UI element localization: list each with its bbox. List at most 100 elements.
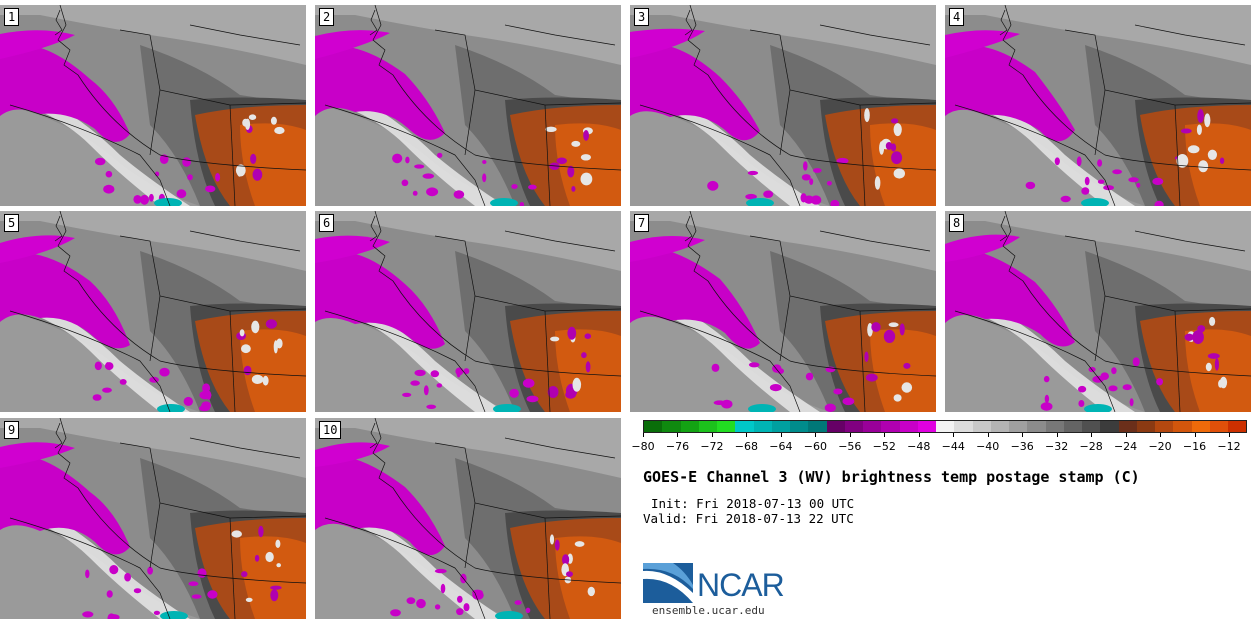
colorbar-tick-label: −28: [1079, 440, 1103, 453]
colorbar-tick-label: −56: [838, 440, 862, 453]
colorbar-segment: [917, 421, 936, 432]
satellite-map: [315, 211, 621, 412]
colorbar-segment: [1155, 421, 1174, 432]
colorbar-tick: [815, 433, 817, 437]
colorbar-tick: [918, 433, 920, 437]
colorbar-segment: [790, 421, 809, 432]
panel-10: 10: [315, 418, 621, 619]
colorbar-segment: [1118, 421, 1137, 432]
colorbar-tick-label: −72: [700, 440, 724, 453]
panel-number: 7: [634, 214, 650, 232]
panel-9: 9: [0, 418, 306, 619]
colorbar-segment: [844, 421, 863, 432]
satellite-map: [630, 211, 936, 412]
colorbar-tick: [1160, 433, 1162, 437]
colorbar-segment: [1209, 421, 1228, 432]
colorbar-tick: [677, 433, 679, 437]
valid-time: Valid: Fri 2018-07-13 22 UTC: [643, 511, 854, 526]
colorbar-tick: [780, 433, 782, 437]
colorbar-segment: [1082, 421, 1101, 432]
satellite-map: [0, 418, 306, 619]
colorbar-tick: [1125, 433, 1127, 437]
colorbar-segment: [1173, 421, 1192, 432]
panel-number: 6: [319, 214, 335, 232]
colorbar-tick: [746, 433, 748, 437]
satellite-map: [315, 5, 621, 206]
colorbar-segment: [1045, 421, 1064, 432]
colorbar-tick-label: −60: [803, 440, 827, 453]
colorbar-tick-label: −32: [1045, 440, 1069, 453]
panel-number: 3: [634, 8, 650, 26]
colorbar-ticks: −80 −76 −72 −68 −64 −60 −56 −52 −48 −44 −40 −36 −32−…: [631, 433, 1247, 453]
panel-number: 9: [4, 421, 20, 439]
colorbar-segment: [753, 421, 772, 432]
satellite-map: [945, 211, 1251, 412]
colorbar-tick-label: −44: [941, 440, 965, 453]
satellite-map: [945, 5, 1251, 206]
panel-3: 3: [630, 5, 936, 206]
colorbar-tick: [1056, 433, 1058, 437]
colorbar-segment: [863, 421, 882, 432]
colorbar-segment: [1027, 421, 1046, 432]
colorbar-segment: [698, 421, 717, 432]
colorbar-tick: [1091, 433, 1093, 437]
colorbar-tick: [953, 433, 955, 437]
colorbar-segment: [899, 421, 918, 432]
colorbar-segment: [936, 421, 955, 432]
colorbar-segment: [954, 421, 973, 432]
colorbar-tick: [849, 433, 851, 437]
colorbar-tick-label: −40: [976, 440, 1000, 453]
colorbar-segment: [735, 421, 754, 432]
colorbar-segment: [826, 421, 845, 432]
colorbar-segment: [1100, 421, 1119, 432]
panel-number: 8: [949, 214, 965, 232]
colorbar-segment: [771, 421, 790, 432]
colorbar-tick-label: −64: [769, 440, 793, 453]
ncar-logo-icon: [643, 563, 693, 603]
panel-number: 4: [949, 8, 965, 26]
satellite-map: [315, 418, 621, 619]
colorbar-tick: [1229, 433, 1230, 437]
panel-1: 1: [0, 5, 306, 206]
colorbar-segment: [1063, 421, 1082, 432]
panel-number: 1: [4, 8, 20, 26]
colorbar-segment: [1228, 421, 1247, 432]
colorbar-segment: [1136, 421, 1155, 432]
colorbar: [643, 420, 1247, 433]
colorbar-tick-label: −16: [1182, 440, 1207, 453]
colorbar-segment: [662, 421, 681, 432]
panel-8: 8: [945, 211, 1251, 412]
panel-number: 5: [4, 214, 20, 232]
satellite-map: [0, 211, 306, 412]
colorbar-tick: [987, 433, 989, 437]
colorbar-tick-label: −48: [907, 440, 931, 453]
colorbar-tick-label: −36: [1010, 440, 1034, 453]
colorbar-tick: [1022, 433, 1024, 437]
satellite-map: [0, 5, 306, 206]
logo-url: ensemble.ucar.edu: [652, 604, 765, 617]
panel-4: 4: [945, 5, 1251, 206]
colorbar-tick-label: −80: [631, 440, 655, 453]
panel-7: 7: [630, 211, 936, 412]
colorbar-tick: [643, 433, 644, 437]
colorbar-tick: [711, 433, 713, 437]
figure-title: GOES-E Channel 3 (WV) brightness temp po…: [643, 468, 1140, 486]
panel-number: 2: [319, 8, 335, 26]
init-time: Init: Fri 2018-07-13 00 UTC: [651, 496, 855, 511]
colorbar-segment: [972, 421, 991, 432]
colorbar-tick: [884, 433, 886, 437]
colorbar-segment: [644, 421, 663, 432]
satellite-map: [630, 5, 936, 206]
panel-2: 2: [315, 5, 621, 206]
ncar-logo-text: NCAR: [697, 567, 785, 603]
colorbar-segment: [680, 421, 699, 432]
colorbar-tick-label: −68: [734, 440, 759, 453]
colorbar-segment: [808, 421, 827, 432]
colorbar-segment: [990, 421, 1009, 432]
colorbar-segment: [1191, 421, 1210, 432]
colorbar-segment: [717, 421, 736, 432]
panel-number: 10: [319, 421, 342, 439]
colorbar-tick-label: −12: [1217, 440, 1241, 453]
colorbar-tick-label: −20: [1148, 440, 1172, 453]
colorbar-segment: [1009, 421, 1028, 432]
